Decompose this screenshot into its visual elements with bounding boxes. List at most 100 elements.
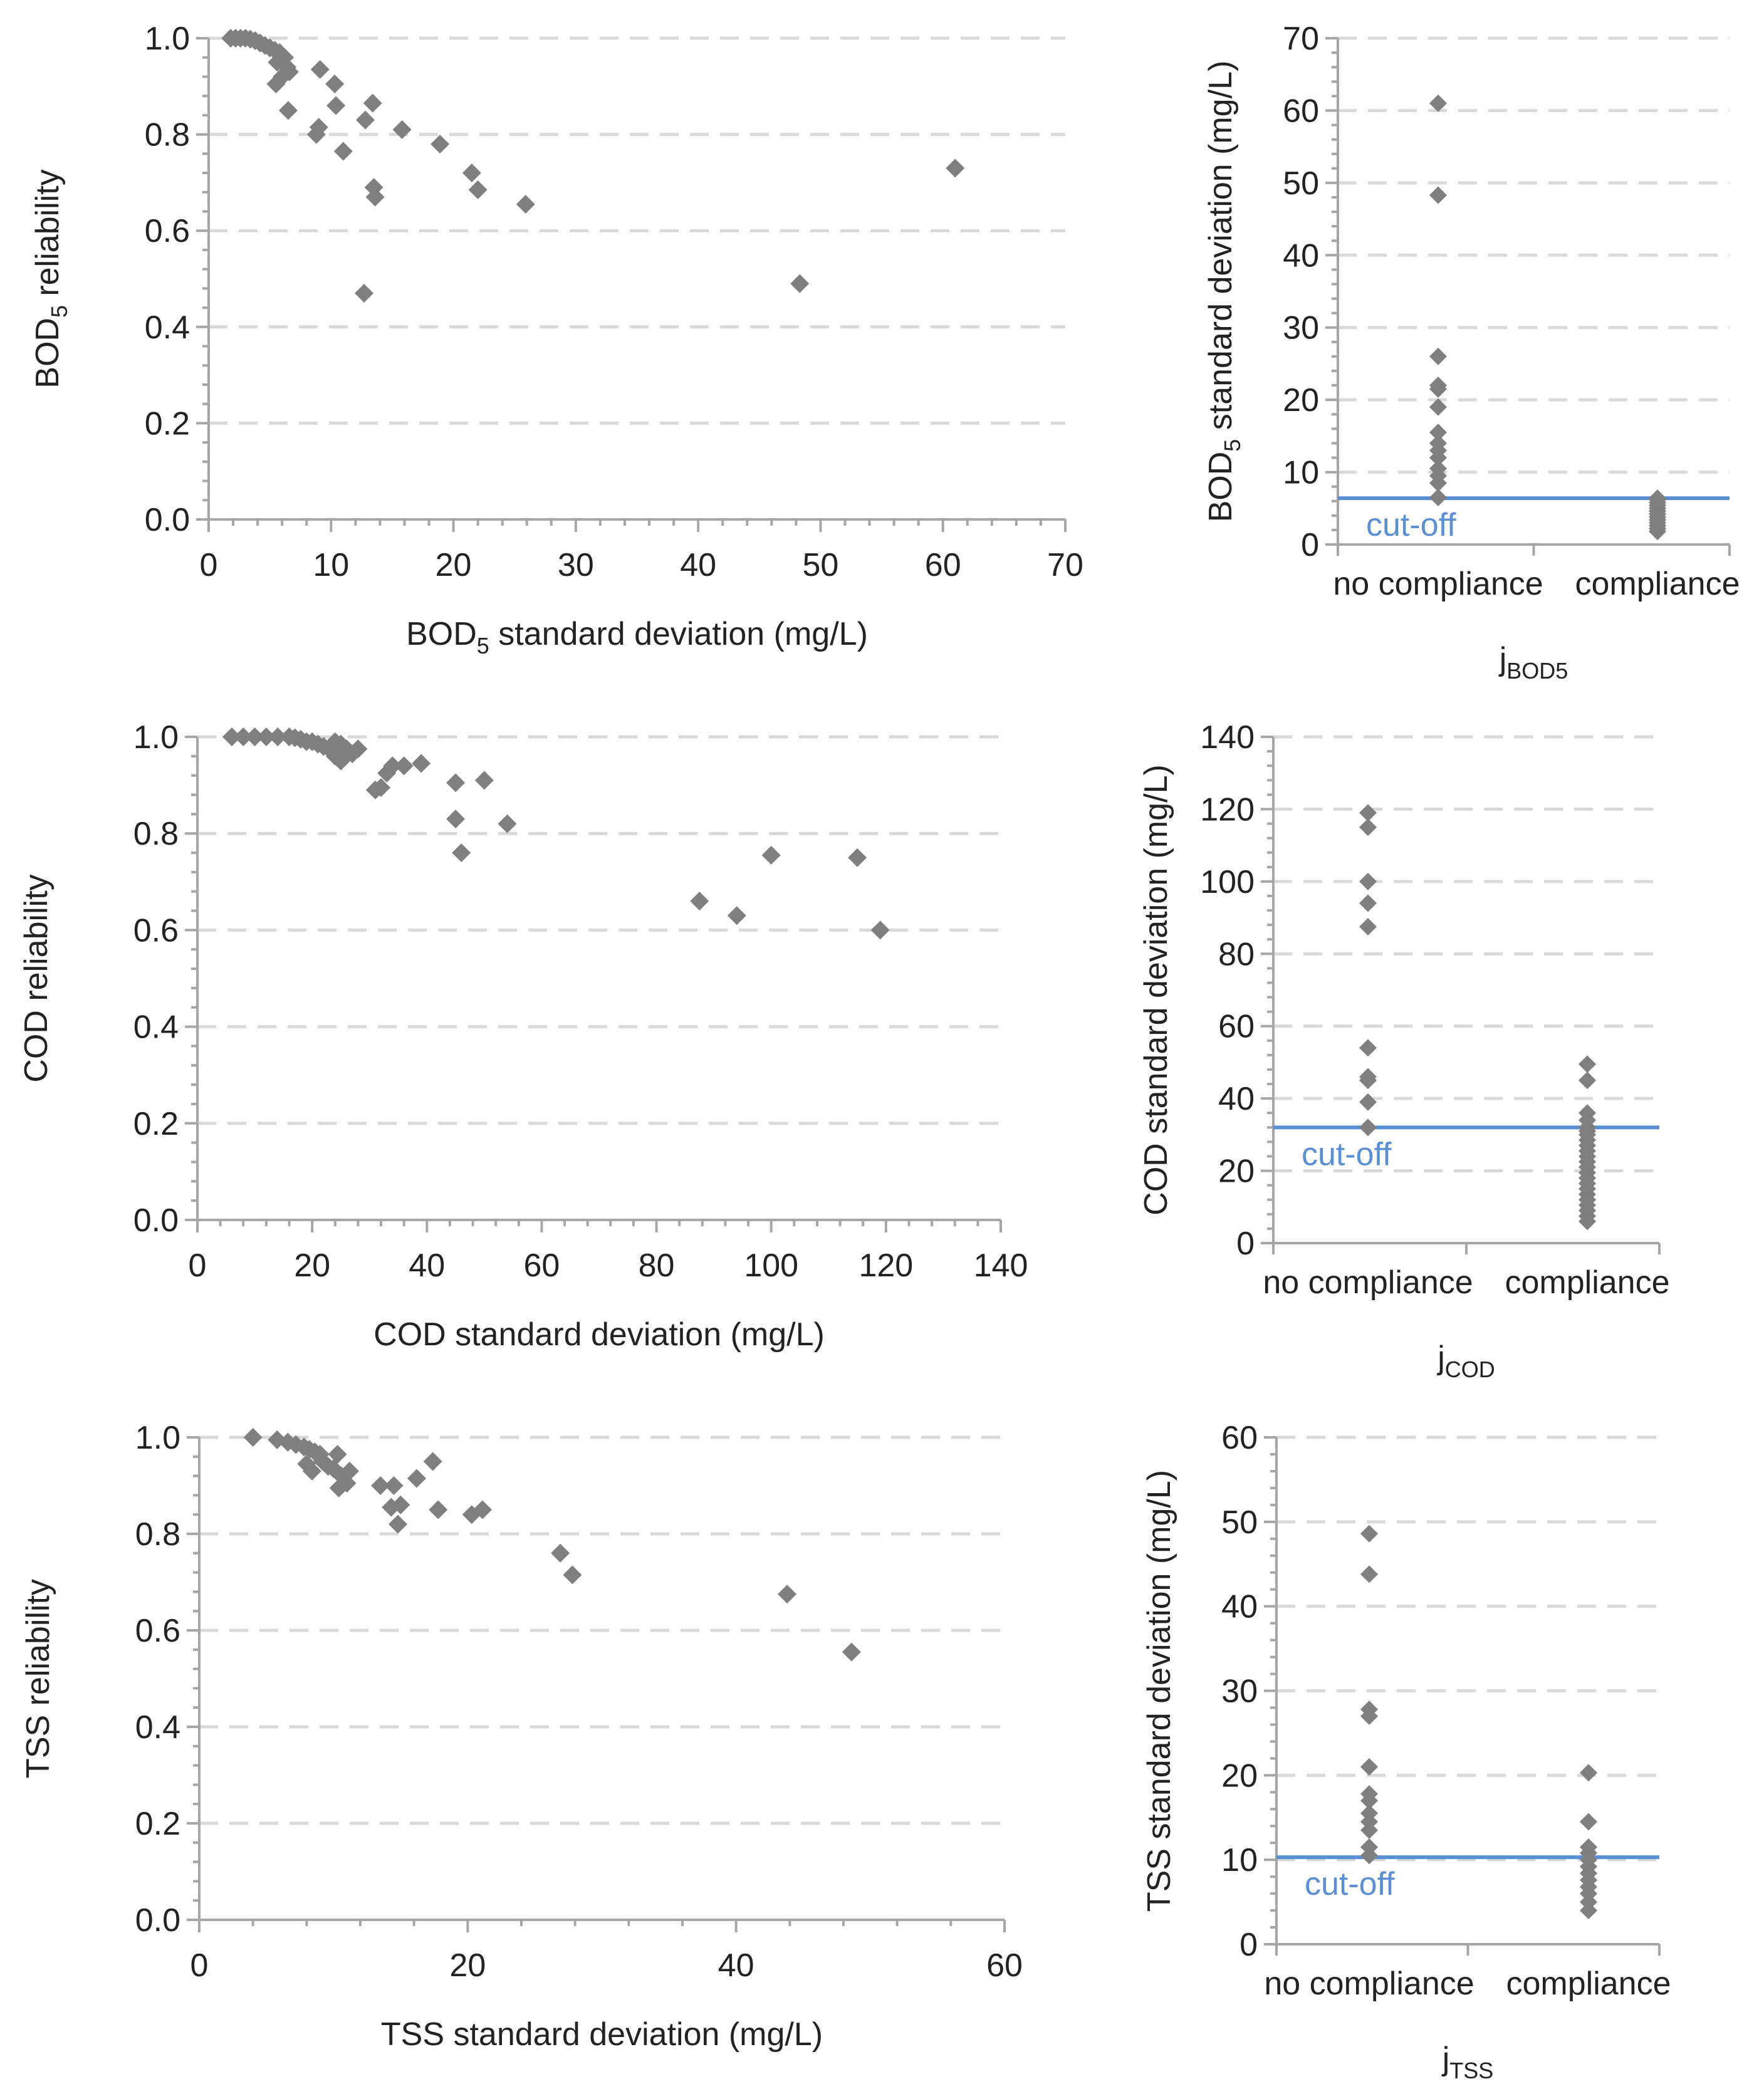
data-point [394, 756, 414, 776]
x-tick-label: 60 [925, 547, 961, 583]
data-point [256, 727, 276, 746]
y-tick-label: 0 [1239, 1927, 1258, 1963]
data-point [446, 810, 466, 829]
y-tick-label: 10 [1283, 455, 1319, 491]
category-label: compliance [1505, 1264, 1669, 1301]
y-tick-label: 0 [1236, 1226, 1255, 1262]
data-point [468, 180, 488, 199]
data-point [266, 74, 286, 93]
data-point [328, 1444, 347, 1464]
data-point [222, 727, 241, 746]
category-label: compliance [1575, 566, 1740, 602]
y-tick-label: 30 [1221, 1674, 1258, 1710]
data-point [1359, 1093, 1377, 1111]
y-axis-title: TSS standard deviation (mg/L) [1141, 1470, 1177, 1912]
y-axis-title: COD reliability [18, 874, 55, 1082]
data-point [348, 739, 368, 759]
x-axis-title: jBOD5 [1498, 641, 1568, 684]
category-label: no compliance [1264, 1966, 1474, 2002]
x-tick-label: 20 [436, 547, 472, 583]
data-point [1429, 186, 1447, 204]
data-point [1580, 1813, 1597, 1831]
data-point [474, 771, 494, 790]
cutoff-label: cut-off [1305, 1866, 1395, 1902]
data-point [1359, 918, 1377, 935]
y-tick-label: 1.0 [133, 719, 179, 756]
data-point [429, 1500, 448, 1519]
x-tick-label: 40 [680, 547, 716, 583]
data-point [268, 53, 287, 72]
data-point [1359, 804, 1377, 822]
y-tick-label: 0.0 [133, 1202, 179, 1239]
x-tick-label: 120 [859, 1248, 913, 1284]
x-tick-label: 100 [744, 1248, 798, 1284]
data-point [1580, 1764, 1597, 1782]
data-point [946, 159, 965, 178]
category-label: no compliance [1333, 566, 1543, 602]
x-axis-title: TSS standard deviation (mg/L) [381, 2016, 823, 2053]
x-tick-label: 0 [190, 1947, 209, 1984]
tss-scatter-chart: 0.0 0.2 0.4 0.6 0.8 1.0 0 20 40 60 TSS standard de… [20, 1420, 1023, 2053]
data-point [870, 920, 890, 940]
y-axis-title: BOD5 reliability [29, 169, 72, 388]
y-tick-label: 20 [1218, 1154, 1255, 1190]
category-label: compliance [1506, 1966, 1671, 2002]
data-point [407, 1469, 426, 1488]
y-tick-label: 0.2 [145, 405, 190, 442]
x-tick-label: 140 [974, 1248, 1028, 1284]
y-tick-label: 1.0 [145, 21, 190, 57]
data-point [1580, 1838, 1597, 1856]
data-point [234, 727, 253, 746]
y-tick-label: 60 [1218, 1009, 1255, 1045]
data-point [1429, 434, 1447, 452]
data-point [1360, 1784, 1378, 1803]
data-point [340, 1461, 359, 1481]
data-point [1359, 1118, 1377, 1137]
data-point [245, 727, 264, 746]
data-point [1429, 424, 1447, 442]
data-point [371, 1476, 390, 1495]
data-point [388, 1514, 407, 1534]
data-point [1359, 1039, 1377, 1057]
data-point [1429, 347, 1447, 365]
data-point [333, 142, 353, 161]
data-point [384, 1476, 404, 1495]
y-tick-label: 50 [1283, 165, 1319, 202]
x-tick-label: 50 [803, 547, 839, 583]
y-tick-label: 0.4 [135, 1709, 180, 1746]
x-axis-title: COD standard deviation (mg/L) [373, 1316, 825, 1353]
y-tick-label: 100 [1200, 864, 1255, 900]
data-point [423, 1452, 442, 1471]
data-point [268, 727, 288, 746]
y-tick-label: 50 [1221, 1504, 1258, 1541]
data-point [462, 164, 481, 183]
y-tick-label: 0.2 [133, 1106, 179, 1142]
x-tick-label: 80 [639, 1248, 675, 1284]
y-tick-label: 40 [1218, 1081, 1255, 1117]
data-point [365, 187, 385, 207]
y-tick-label: 60 [1283, 93, 1319, 129]
data-point [309, 118, 328, 137]
y-tick-label: 0.4 [145, 310, 190, 346]
data-point [1359, 894, 1377, 912]
data-point [472, 1500, 492, 1519]
y-tick-label: 0.4 [133, 1009, 179, 1046]
y-axis-title: COD standard deviation (mg/L) [1138, 764, 1174, 1216]
x-tick-label: 0 [189, 1248, 207, 1284]
y-tick-label: 0 [1301, 527, 1319, 563]
data-point [278, 101, 298, 120]
data-point [1579, 1104, 1596, 1122]
data-point [355, 284, 374, 303]
data-point [727, 906, 746, 925]
category-label: no compliance [1263, 1264, 1473, 1301]
cutoff-label: cut-off [1302, 1136, 1392, 1172]
y-tick-label: 0.0 [145, 502, 190, 538]
data-point [1360, 1805, 1378, 1823]
data-point [1360, 1838, 1378, 1856]
cutoff-label: cut-off [1366, 507, 1456, 543]
data-point [1429, 459, 1447, 477]
y-tick-label: 0.8 [145, 117, 190, 154]
data-point [790, 274, 810, 293]
data-point [355, 110, 375, 130]
data-point [412, 754, 431, 773]
